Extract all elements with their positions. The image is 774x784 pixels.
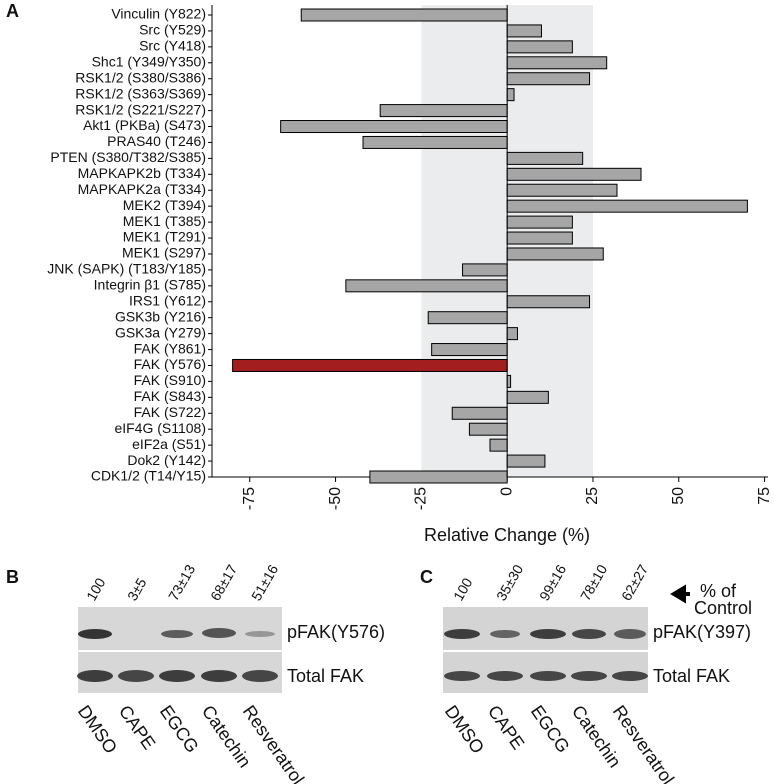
bar bbox=[379, 104, 508, 118]
quantity-label: 3±5 bbox=[124, 575, 150, 603]
bar bbox=[468, 422, 508, 436]
quantity-label: 100 bbox=[83, 575, 109, 603]
bar bbox=[506, 56, 608, 70]
y-tick-label: FAK (Y576) bbox=[134, 356, 206, 372]
bar bbox=[300, 8, 508, 22]
bar bbox=[280, 120, 508, 134]
y-tick-label: IRS1 (Y612) bbox=[129, 292, 206, 308]
x-tick-label: 25 bbox=[584, 487, 601, 505]
y-tick-label: FAK (S722) bbox=[134, 404, 206, 420]
row-label: pFAK(Y576) bbox=[287, 622, 385, 642]
y-tick-label: RSK1/2 (S221/S227) bbox=[75, 101, 206, 117]
x-tick-label: 0 bbox=[498, 487, 515, 496]
quantity-label: 99±16 bbox=[536, 562, 569, 604]
bar bbox=[506, 151, 584, 165]
quantity-label: 62±27 bbox=[618, 562, 651, 604]
row-label: Total FAK bbox=[653, 666, 730, 686]
bar bbox=[506, 215, 573, 229]
blot-b bbox=[77, 607, 282, 693]
x-tick-label: 50 bbox=[670, 487, 687, 505]
x-tick-label: -50 bbox=[327, 487, 344, 510]
bar bbox=[506, 72, 591, 86]
quantity-label: 78±10 bbox=[577, 562, 610, 604]
y-tick-label: RSK1/2 (S363/S369) bbox=[75, 85, 206, 101]
quantity-label: 73±13 bbox=[165, 562, 198, 604]
y-tick-label: FAK (S843) bbox=[134, 388, 206, 404]
bar bbox=[506, 327, 518, 341]
annotation: Control bbox=[694, 598, 752, 618]
bar bbox=[506, 454, 546, 468]
bar bbox=[506, 183, 618, 197]
bar bbox=[506, 247, 604, 261]
quantity-label: 35±30 bbox=[493, 562, 526, 604]
y-tick-label: MAPKAPK2a (T334) bbox=[78, 181, 206, 197]
y-tick-label: MEK2 (T394) bbox=[123, 197, 206, 213]
lane-label: EGCG bbox=[156, 702, 203, 757]
bar bbox=[506, 24, 542, 38]
y-tick-label: Akt1 (PKBa) (S473) bbox=[83, 117, 206, 133]
bar bbox=[506, 374, 512, 388]
row-label: Total FAK bbox=[287, 666, 364, 686]
bar bbox=[506, 88, 515, 102]
bar bbox=[345, 279, 508, 293]
panel-letter: C bbox=[420, 567, 433, 587]
lane-label: Resveratrol bbox=[239, 702, 308, 784]
bar bbox=[506, 167, 642, 181]
row-label: pFAK(Y397) bbox=[653, 622, 751, 642]
bar bbox=[506, 199, 748, 213]
y-tick-label: PTEN (S380/T382/S385) bbox=[50, 149, 206, 165]
lane-label: DMSO bbox=[441, 702, 488, 758]
x-tick-label: -75 bbox=[241, 487, 258, 510]
y-tick-label: eIF2a (S51) bbox=[132, 436, 206, 452]
quantity-label: 51±16 bbox=[248, 562, 281, 604]
annotation: % of bbox=[700, 581, 737, 601]
blot-c bbox=[443, 607, 648, 693]
y-tick-label: MEK1 (T385) bbox=[123, 213, 206, 229]
arrow bbox=[670, 584, 690, 604]
y-tick-label: RSK1/2 (S380/S386) bbox=[75, 69, 206, 85]
y-tick-label: JNK (SAPK) (T183/Y185) bbox=[47, 261, 206, 277]
panel-letter: B bbox=[6, 567, 19, 587]
y-tick-label: GSK3a (Y279) bbox=[115, 324, 206, 340]
lane-label: DMSO bbox=[74, 702, 121, 758]
bar bbox=[232, 358, 508, 372]
bar bbox=[427, 311, 508, 325]
quantity-label: 100 bbox=[450, 575, 476, 603]
y-tick-label: Dok2 (Y142) bbox=[127, 452, 206, 468]
y-tick-label: MEK1 (T291) bbox=[123, 229, 206, 245]
y-tick-label: MEK1 (S297) bbox=[122, 245, 206, 261]
y-tick-label: MAPKAPK2b (T334) bbox=[78, 165, 206, 181]
y-tick-label: Vinculin (Y822) bbox=[111, 6, 206, 22]
bar bbox=[431, 343, 508, 357]
bar bbox=[506, 231, 573, 245]
lane-label: EGCG bbox=[527, 702, 574, 757]
bar bbox=[506, 390, 549, 404]
bar bbox=[362, 135, 508, 149]
y-tick-label: GSK3b (Y216) bbox=[115, 308, 206, 324]
y-tick-label: Src (Y418) bbox=[139, 38, 206, 54]
y-tick-label: Shc1 (Y349/Y350) bbox=[92, 53, 206, 69]
y-tick-label: Integrin β1 (S785) bbox=[94, 277, 206, 293]
bar bbox=[506, 40, 573, 54]
bar bbox=[489, 438, 508, 452]
bar bbox=[506, 295, 591, 309]
y-tick-label: Src (Y529) bbox=[139, 22, 206, 38]
lane-label: CAPE bbox=[484, 702, 529, 754]
bar bbox=[462, 263, 508, 277]
y-tick-label: FAK (S910) bbox=[134, 372, 206, 388]
x-tick-label: 75 bbox=[756, 487, 773, 505]
x-tick-label: -25 bbox=[413, 487, 430, 510]
y-tick-label: CDK1/2 (T14/Y15) bbox=[91, 468, 206, 484]
quantity-label: 68±17 bbox=[207, 562, 240, 604]
y-tick-label: eIF4G (S1108) bbox=[114, 420, 206, 436]
y-tick-label: PRAS40 (T246) bbox=[107, 133, 206, 149]
x-axis-label: Relative Change (%) bbox=[424, 525, 590, 545]
bar bbox=[369, 470, 508, 484]
bar bbox=[451, 406, 508, 420]
panel-letter: A bbox=[6, 1, 19, 21]
y-tick-label: FAK (Y861) bbox=[134, 340, 206, 356]
lane-label: Resveratrol bbox=[609, 702, 678, 784]
